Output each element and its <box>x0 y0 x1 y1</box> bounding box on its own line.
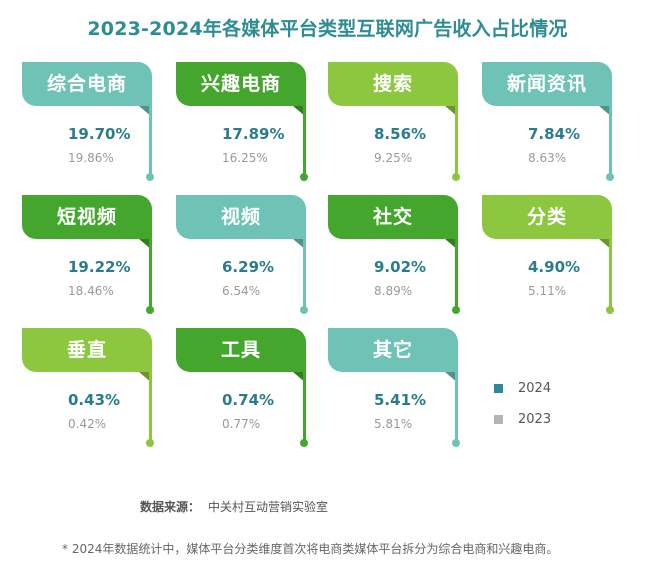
value-2024: 0.74% <box>222 391 275 409</box>
label-fold <box>139 239 152 250</box>
connector-dot <box>452 439 460 447</box>
connector-dot <box>300 439 308 447</box>
category-card: 垂直 0.43% 0.42% <box>22 328 167 453</box>
connector-line <box>303 106 306 176</box>
footnote: * 2024年数据统计中，媒体平台分类维度首次将电商类媒体平台拆分为综合电商和兴… <box>62 542 559 556</box>
legend-label-2023: 2023 <box>518 412 552 427</box>
category-label: 新闻资讯 <box>482 62 612 106</box>
category-label: 短视频 <box>22 195 152 239</box>
category-label: 其它 <box>328 328 458 372</box>
value-2023: 0.77% <box>222 417 261 431</box>
value-2023: 9.25% <box>374 151 413 165</box>
category-card: 分类 4.90% 5.11% <box>482 195 627 320</box>
category-card: 其它 5.41% 5.81% <box>328 328 473 453</box>
category-label: 社交 <box>328 195 458 239</box>
category-label: 兴趣电商 <box>176 62 306 106</box>
connector-line <box>149 372 152 442</box>
label-fold <box>599 239 612 250</box>
category-card: 综合电商 19.70% 19.86% <box>22 62 167 187</box>
value-2024: 8.56% <box>374 125 427 143</box>
legend-swatch-2024 <box>494 384 503 393</box>
value-2024: 5.41% <box>374 391 427 409</box>
category-card: 社交 9.02% 8.89% <box>328 195 473 320</box>
label-fold <box>445 372 458 383</box>
category-label: 视频 <box>176 195 306 239</box>
category-card: 工具 0.74% 0.77% <box>176 328 321 453</box>
connector-line <box>609 106 612 176</box>
value-2024: 19.70% <box>68 125 131 143</box>
value-2023: 5.81% <box>374 417 413 431</box>
value-2024: 17.89% <box>222 125 285 143</box>
connector-dot <box>146 173 154 181</box>
connector-line <box>609 239 612 309</box>
connector-line <box>455 372 458 442</box>
legend-label-2024: 2024 <box>518 381 552 396</box>
label-fold <box>293 106 306 117</box>
value-2024: 4.90% <box>528 258 581 276</box>
value-2023: 18.46% <box>68 284 114 298</box>
connector-dot <box>300 173 308 181</box>
category-card: 新闻资讯 7.84% 8.63% <box>482 62 627 187</box>
connector-dot <box>300 306 308 314</box>
source-text: 中关村互动营销实验室 <box>208 500 329 514</box>
connector-line <box>149 106 152 176</box>
category-label: 搜索 <box>328 62 458 106</box>
value-2023: 6.54% <box>222 284 261 298</box>
legend-swatch-2023 <box>494 415 503 424</box>
source-label: 数据来源： <box>140 500 201 514</box>
category-card: 视频 6.29% 6.54% <box>176 195 321 320</box>
label-fold <box>599 106 612 117</box>
value-2024: 6.29% <box>222 258 275 276</box>
category-label: 综合电商 <box>22 62 152 106</box>
value-2024: 7.84% <box>528 125 581 143</box>
category-label: 垂直 <box>22 328 152 372</box>
connector-line <box>455 106 458 176</box>
page-title: 2023-2024年各媒体平台类型互联网广告收入占比情况 <box>87 18 568 40</box>
category-label: 分类 <box>482 195 612 239</box>
label-fold <box>445 239 458 250</box>
category-label: 工具 <box>176 328 306 372</box>
connector-dot <box>606 173 614 181</box>
label-fold <box>293 239 306 250</box>
category-card: 短视频 19.22% 18.46% <box>22 195 167 320</box>
connector-dot <box>146 306 154 314</box>
value-2024: 0.43% <box>68 391 121 409</box>
connector-dot <box>452 173 460 181</box>
value-2023: 8.63% <box>528 151 567 165</box>
connector-line <box>455 239 458 309</box>
label-fold <box>293 372 306 383</box>
value-2023: 16.25% <box>222 151 268 165</box>
value-2023: 19.86% <box>68 151 114 165</box>
connector-line <box>149 239 152 309</box>
data-source: 数据来源： 中关村互动营销实验室 <box>140 498 328 515</box>
category-card: 兴趣电商 17.89% 16.25% <box>176 62 321 187</box>
value-2024: 9.02% <box>374 258 427 276</box>
label-fold <box>139 372 152 383</box>
label-fold <box>445 106 458 117</box>
connector-dot <box>452 306 460 314</box>
connector-dot <box>606 306 614 314</box>
value-2024: 19.22% <box>68 258 131 276</box>
value-2023: 0.42% <box>68 417 107 431</box>
label-fold <box>139 106 152 117</box>
value-2023: 8.89% <box>374 284 413 298</box>
value-2023: 5.11% <box>528 284 567 298</box>
connector-line <box>303 239 306 309</box>
connector-line <box>303 372 306 442</box>
connector-dot <box>146 439 154 447</box>
category-card: 搜索 8.56% 9.25% <box>328 62 473 187</box>
